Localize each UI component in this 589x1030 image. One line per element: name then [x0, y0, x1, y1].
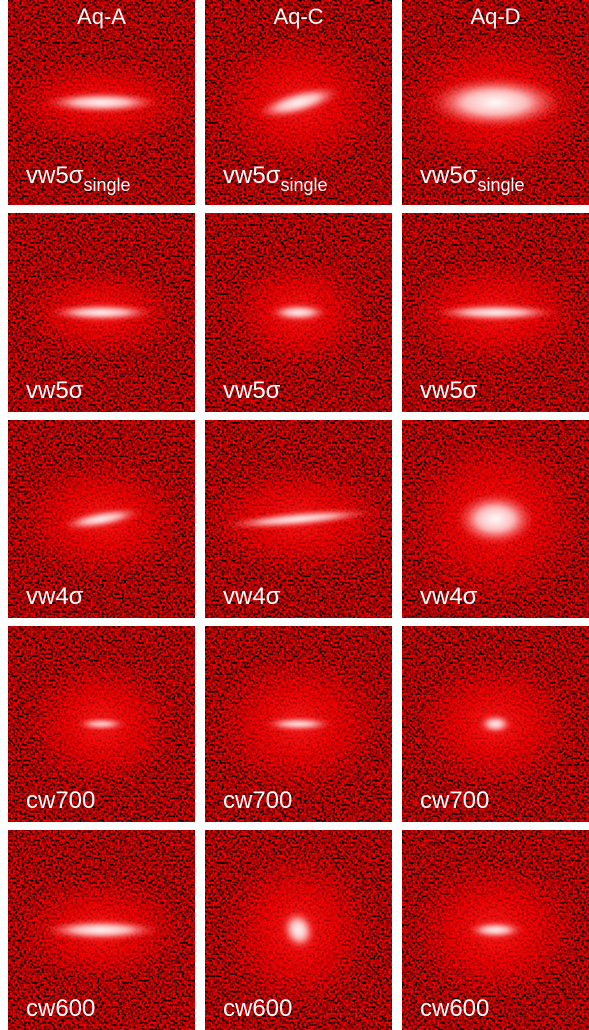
row-label: cw700	[26, 787, 95, 814]
row-label-sub: single	[281, 175, 328, 195]
panel: vw4σ	[8, 420, 195, 618]
row-label: vw5σ	[420, 377, 478, 404]
panel-image	[402, 830, 589, 1030]
panel-image	[205, 830, 392, 1030]
galaxy-core	[281, 910, 316, 950]
panel: cw700	[205, 626, 392, 822]
row-label-sub: single	[478, 175, 525, 195]
galaxy-core	[41, 92, 162, 113]
panel-image	[8, 830, 195, 1030]
panel-image	[8, 420, 195, 618]
row-label-main: vw5σ	[26, 162, 84, 189]
row-label-main: vw5σ	[223, 377, 281, 404]
panel: vw4σ	[205, 420, 392, 618]
row-label-main: vw5σ	[420, 377, 478, 404]
row-label-main: cw600	[420, 995, 489, 1022]
column-header: Aq-D	[470, 4, 520, 29]
row-label: vw5σsingle	[420, 162, 525, 195]
panel: Aq-A vw5σsingle	[8, 0, 195, 205]
panel-image	[205, 213, 392, 412]
panel: vw4σ	[402, 420, 589, 618]
row-label-main: vw5σ	[420, 162, 478, 189]
panel: cw600	[205, 830, 392, 1030]
panel: Aq-D vw5σsingle	[402, 0, 589, 205]
row-label-main: vw5σ	[26, 377, 84, 404]
row-label-main: vw4σ	[26, 583, 84, 610]
row-label-main: cw700	[223, 787, 292, 814]
galaxy-core	[60, 508, 143, 530]
row-label-main: cw600	[223, 995, 292, 1022]
panel-image	[205, 0, 392, 205]
row-label: vw5σsingle	[26, 162, 131, 195]
row-label: cw600	[223, 995, 292, 1022]
row-label: vw4σ	[420, 583, 478, 610]
panel: vw5σ	[8, 213, 195, 412]
column-header: Aq-C	[273, 4, 323, 29]
panel-image	[8, 0, 195, 205]
row-label: vw5σ	[26, 377, 84, 404]
row-label: vw4σ	[223, 583, 281, 610]
panel-image	[8, 626, 195, 822]
galaxy-core	[263, 718, 334, 730]
panel-image	[402, 0, 589, 205]
row-label: cw600	[26, 995, 95, 1022]
row-label-main: vw5σ	[223, 162, 281, 189]
panel-image	[205, 420, 392, 618]
panel-image	[8, 213, 195, 412]
row-label: vw5σsingle	[223, 162, 328, 195]
column-header: Aq-A	[77, 4, 126, 29]
galaxy-core	[425, 76, 566, 129]
row-label-main: cw700	[26, 787, 95, 814]
panel: vw5σ	[402, 213, 589, 412]
panel: cw700	[402, 626, 589, 822]
galaxy-core	[268, 304, 329, 321]
row-label: cw700	[420, 787, 489, 814]
row-label-main: vw4σ	[420, 583, 478, 610]
panel: cw600	[8, 830, 195, 1030]
panel-image	[402, 626, 589, 822]
row-label-main: cw700	[420, 787, 489, 814]
galaxy-core	[41, 920, 162, 940]
galaxy-core	[218, 509, 379, 529]
panel-image	[402, 420, 589, 618]
panel: Aq-C vw5σsingle	[205, 0, 392, 205]
galaxy-core	[254, 86, 343, 119]
galaxy-core	[46, 304, 157, 321]
panel: cw700	[8, 626, 195, 822]
panel: vw5σ	[205, 213, 392, 412]
panel-image	[402, 213, 589, 412]
row-label-sub: single	[84, 175, 131, 195]
galaxy-core	[76, 719, 127, 729]
row-label-main: vw4σ	[223, 583, 281, 610]
row-label-main: cw600	[26, 995, 95, 1022]
row-label: cw700	[223, 787, 292, 814]
row-label: vw4σ	[26, 583, 84, 610]
row-label: cw600	[420, 995, 489, 1022]
galaxy-core	[455, 493, 536, 545]
panel-image	[205, 626, 392, 822]
panel: cw600	[402, 830, 589, 1030]
galaxy-core	[430, 304, 561, 321]
row-label: vw5σ	[223, 377, 281, 404]
galaxy-core	[479, 715, 512, 733]
galaxy-core	[467, 922, 524, 938]
